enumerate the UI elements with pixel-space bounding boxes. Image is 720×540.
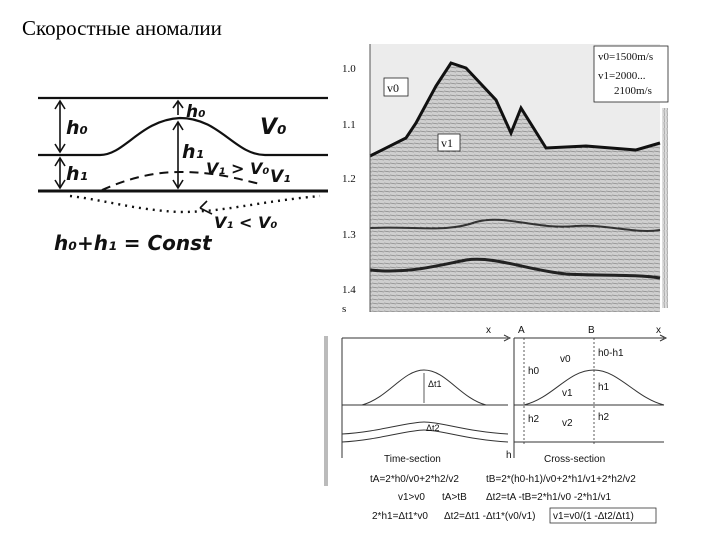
- legend-v1-a: v1=2000...: [598, 70, 646, 82]
- sketch-formula: h₀+h₁ = Const: [54, 231, 213, 255]
- point-b-label: B: [588, 325, 595, 336]
- h1-left-label: h₁: [66, 163, 88, 185]
- velocity-legend: [593, 45, 669, 103]
- reflector-pushdown: [69, 194, 321, 214]
- time-section: x Δt1 Δt2 Time-section: [341, 325, 512, 465]
- v1-greater-label: V₁ > V₀: [206, 159, 269, 178]
- formula-dt2: Δt2=tA -tB=2*h1/v0 -2*h1/v1: [486, 492, 612, 503]
- formula-ta: tA=2*h0/v0+2*h2/v2: [370, 474, 459, 485]
- v1-less-label: V₁ < V₀: [214, 213, 277, 232]
- cross-section: x h A B h0 v0 h0-h1 v1 h1 h2 v2 h2 Cross…: [506, 325, 668, 465]
- h2-right-label: h2: [598, 412, 610, 423]
- dt1-label: Δt1: [428, 379, 442, 389]
- formula-2h1: 2*h1=Δt1*v0: [372, 511, 428, 522]
- time-axis: 1.0 1.1 1.2 1.3 1.4 s: [342, 44, 371, 315]
- seismic-section: 1.0 1.1 1.2 1.3 1.4 s v0 v1 v0=1500m/s v…: [342, 44, 669, 315]
- v0-label: V₀: [260, 115, 287, 140]
- legend-v1-b: 2100m/s: [614, 85, 652, 97]
- legend-v0: v0=1500m/s: [598, 51, 653, 63]
- cross-section-label: Cross-section: [544, 454, 605, 465]
- time-x-label: x: [486, 325, 491, 336]
- result-box: [549, 507, 657, 524]
- point-a-label: A: [518, 325, 525, 336]
- h1-label: h1: [598, 382, 610, 393]
- time-unit: s: [342, 303, 346, 315]
- formula-block: tA=2*h0/v0+2*h2/v2 tB=2*(h0-h1)/v0+2*h1/…: [370, 474, 657, 524]
- anomaly-boundary: [38, 116, 328, 157]
- v1-label: V₁: [270, 167, 291, 187]
- section-diagram: x Δt1 Δt2 Time-section x h A B h0 v0 h0: [324, 325, 668, 524]
- depth-axis-label: h: [506, 450, 512, 461]
- tick-1-0: 1.0: [342, 63, 356, 75]
- formula-result: v1=v0/(1 -Δt2/Δt1): [553, 511, 634, 522]
- v1-label: v1: [562, 388, 573, 399]
- tick-1-3: 1.3: [342, 229, 356, 241]
- water-layer: [370, 44, 660, 156]
- h0-left-label: h₀: [66, 117, 88, 139]
- time-section-label: Time-section: [384, 454, 441, 465]
- v1-box-label: v1: [441, 136, 453, 150]
- v2-label: v2: [562, 418, 573, 429]
- formula-tb: tB=2*(h0-h1)/v0+2*h1/v1+2*h2/v2: [486, 474, 636, 485]
- tick-1-1: 1.1: [342, 119, 356, 131]
- velocity-anomaly-sketch: h₀ h₀ h₁ h₁ V₀ V₁ V₁ > V₀ V₁ < V₀ h₀+h₁ …: [38, 96, 328, 255]
- h0-h1-label: h0-h1: [598, 348, 624, 359]
- h0-top-label: h₀: [186, 102, 206, 122]
- top-reflector: [369, 61, 661, 158]
- formula-dt2-b: Δt2=Δt1 -Δt1*(v0/v1): [444, 511, 535, 522]
- cross-x-label: x: [656, 325, 661, 336]
- reflector-pullup: [101, 170, 261, 191]
- tick-1-4: 1.4: [342, 284, 356, 296]
- v0-label: v0: [560, 354, 571, 365]
- slide-title: Скоростные аномалии: [22, 16, 222, 40]
- v0-box-label: v0: [387, 81, 399, 95]
- h2-left-label: h2: [528, 414, 540, 425]
- formula-ta-gt-tb: tA>tB: [442, 492, 467, 503]
- h1-mid-label: h₁: [182, 141, 204, 163]
- tick-1-2: 1.2: [342, 173, 356, 185]
- dt2-label: Δt2: [426, 423, 440, 433]
- formula-v1-gt-v0: v1>v0: [398, 492, 425, 503]
- h0-label: h0: [528, 366, 540, 377]
